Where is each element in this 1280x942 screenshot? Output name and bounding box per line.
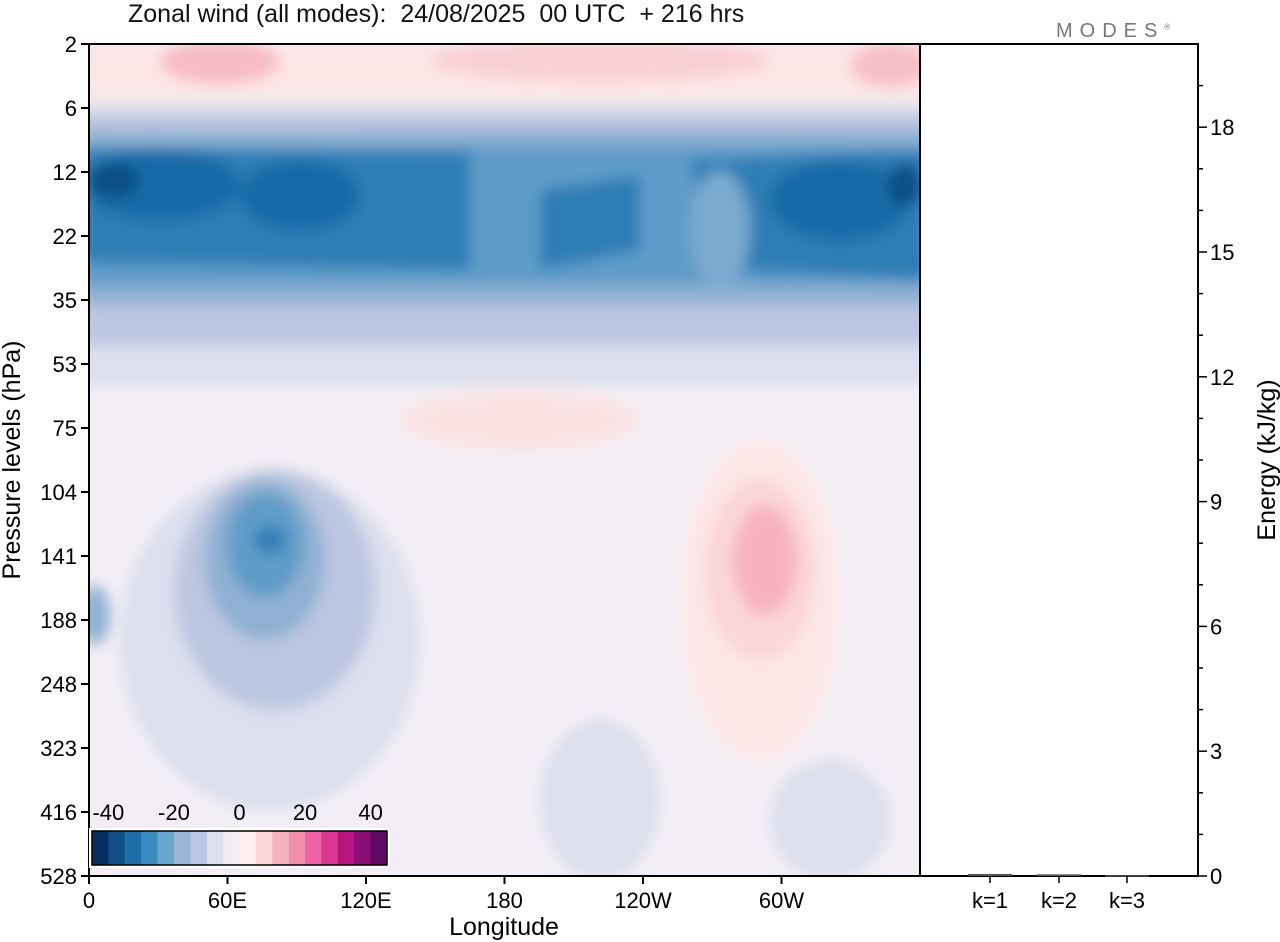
pressure-tick-label: 53 — [53, 352, 77, 377]
energy-category-label: k=2 — [1041, 888, 1077, 913]
colorbar-swatch — [370, 831, 388, 865]
heatmap-field — [89, 44, 920, 876]
colorbar-swatch — [157, 831, 175, 865]
longitude-tick-label: 180 — [486, 888, 523, 913]
energy-bar — [1037, 874, 1081, 876]
jet-weak-notch — [690, 170, 750, 290]
colorbar-swatch — [206, 831, 224, 865]
pressure-tick-label: 35 — [53, 288, 77, 313]
longitude-tick-label: 0 — [83, 888, 95, 913]
bar-panel-frame — [919, 43, 1199, 877]
y-axis-label: Pressure levels (hPa) — [0, 341, 26, 580]
colorbar-border — [91, 830, 388, 866]
longitude-tick-label: 120E — [340, 888, 391, 913]
longitude-tick-label: 60W — [759, 888, 804, 913]
blob-westerly-upper-1 — [160, 44, 280, 84]
pressure-tick-label: 22 — [53, 224, 77, 249]
colorbar-swatch — [305, 831, 322, 865]
colorbar: -40 -20 0 20 40 — [89, 800, 390, 868]
colorbar-swatch — [108, 831, 126, 865]
band-lower-strat — [89, 305, 920, 345]
region-easterly-lower-1 — [540, 720, 660, 876]
jet-max-mid — [240, 160, 360, 230]
colorbar-tick-label: -40 — [92, 800, 124, 825]
pressure-tick-label: 141 — [40, 544, 77, 569]
colorbar-swatch — [272, 831, 290, 865]
region-easterly-west-edge — [89, 585, 110, 645]
pressure-tick-label: 416 — [40, 800, 77, 825]
pressure-tick-label: 75 — [53, 416, 77, 441]
longitude-tick-label: 60E — [208, 888, 247, 913]
pressure-tick-label: 188 — [40, 608, 77, 633]
energy-axis-label: Energy (kJ/kg) — [1253, 379, 1280, 540]
pressure-tick-label: 323 — [40, 736, 77, 761]
energy-bar — [968, 873, 1012, 876]
region-westerly-tropics — [400, 390, 640, 450]
brand-registered-mark: ® — [1164, 22, 1171, 32]
colorbar-swatch — [124, 831, 142, 865]
band-near-zero — [89, 345, 920, 385]
energy-tick-label: 18 — [1210, 115, 1234, 140]
region-westerly-core — [733, 505, 797, 615]
blob-westerly-upper-2 — [430, 44, 770, 82]
colorbar-swatch — [190, 831, 208, 865]
band-easterly-strong-2 — [540, 175, 640, 270]
colorbar-swatch — [223, 831, 240, 865]
blob-westerly-upper-3 — [850, 44, 920, 87]
jet-core-east — [887, 163, 920, 207]
pressure-tick-label: 104 — [40, 480, 77, 505]
longitude-tick-label: 120W — [614, 888, 672, 913]
colorbar-swatch — [173, 831, 191, 865]
pressure-tick-label: 12 — [53, 160, 77, 185]
colorbar-tick-label: -20 — [158, 800, 190, 825]
energy-tick-label: 6 — [1210, 614, 1222, 639]
colorbar-tick-label: 40 — [358, 800, 382, 825]
energy-category-label: k=1 — [972, 888, 1008, 913]
energy-axis: 0 3 6 9 12 15 18 — [1198, 84, 1234, 889]
energy-tick-label: 15 — [1210, 240, 1234, 265]
longitude-axis: 0 60E 120E 180 120W 60W — [83, 876, 804, 913]
colorbar-swatch — [321, 831, 339, 865]
energy-tick-label: 3 — [1210, 739, 1222, 764]
jet-core-west — [90, 162, 140, 198]
colorbar-swatch — [255, 831, 273, 865]
pressure-axis: 2 6 12 22 35 53 75 104 141 188 248 323 416 528 — [40, 32, 89, 889]
colorbar-swatch — [92, 831, 109, 865]
band-transition — [89, 98, 920, 112]
energy-tick-label: 12 — [1210, 365, 1234, 390]
energy-category-label: k=3 — [1109, 888, 1145, 913]
pressure-tick-label: 2 — [65, 32, 77, 57]
colorbar-swatch — [288, 831, 306, 865]
pressure-tick-label: 528 — [40, 864, 77, 889]
region-easterly-core — [254, 526, 286, 554]
colorbar-swatch — [354, 831, 372, 865]
chart-title: Zonal wind (all modes): 24/08/2025 00 UT… — [128, 0, 745, 28]
energy-bar — [1105, 875, 1149, 877]
brand-logo: MODES® — [1056, 20, 1170, 43]
colorbar-tick-label: 20 — [293, 800, 317, 825]
energy-tick-label: 0 — [1210, 864, 1222, 889]
colorbar-swatch — [337, 831, 355, 865]
pressure-tick-label: 248 — [40, 672, 77, 697]
colorbar-swatch — [141, 831, 159, 865]
colorbar-tick-label: 0 — [233, 800, 245, 825]
brand-name: MODES — [1056, 20, 1165, 42]
colorbar-swatch — [239, 831, 257, 865]
pressure-tick-label: 6 — [65, 96, 77, 121]
x-axis-label: Longitude — [449, 913, 559, 941]
jet-max-east — [770, 160, 910, 240]
region-easterly-lower-2 — [770, 760, 890, 876]
energy-bars: k=1 k=2 k=3 — [968, 873, 1149, 913]
heatmap-plot-area — [89, 44, 920, 876]
energy-tick-label: 9 — [1210, 490, 1222, 515]
